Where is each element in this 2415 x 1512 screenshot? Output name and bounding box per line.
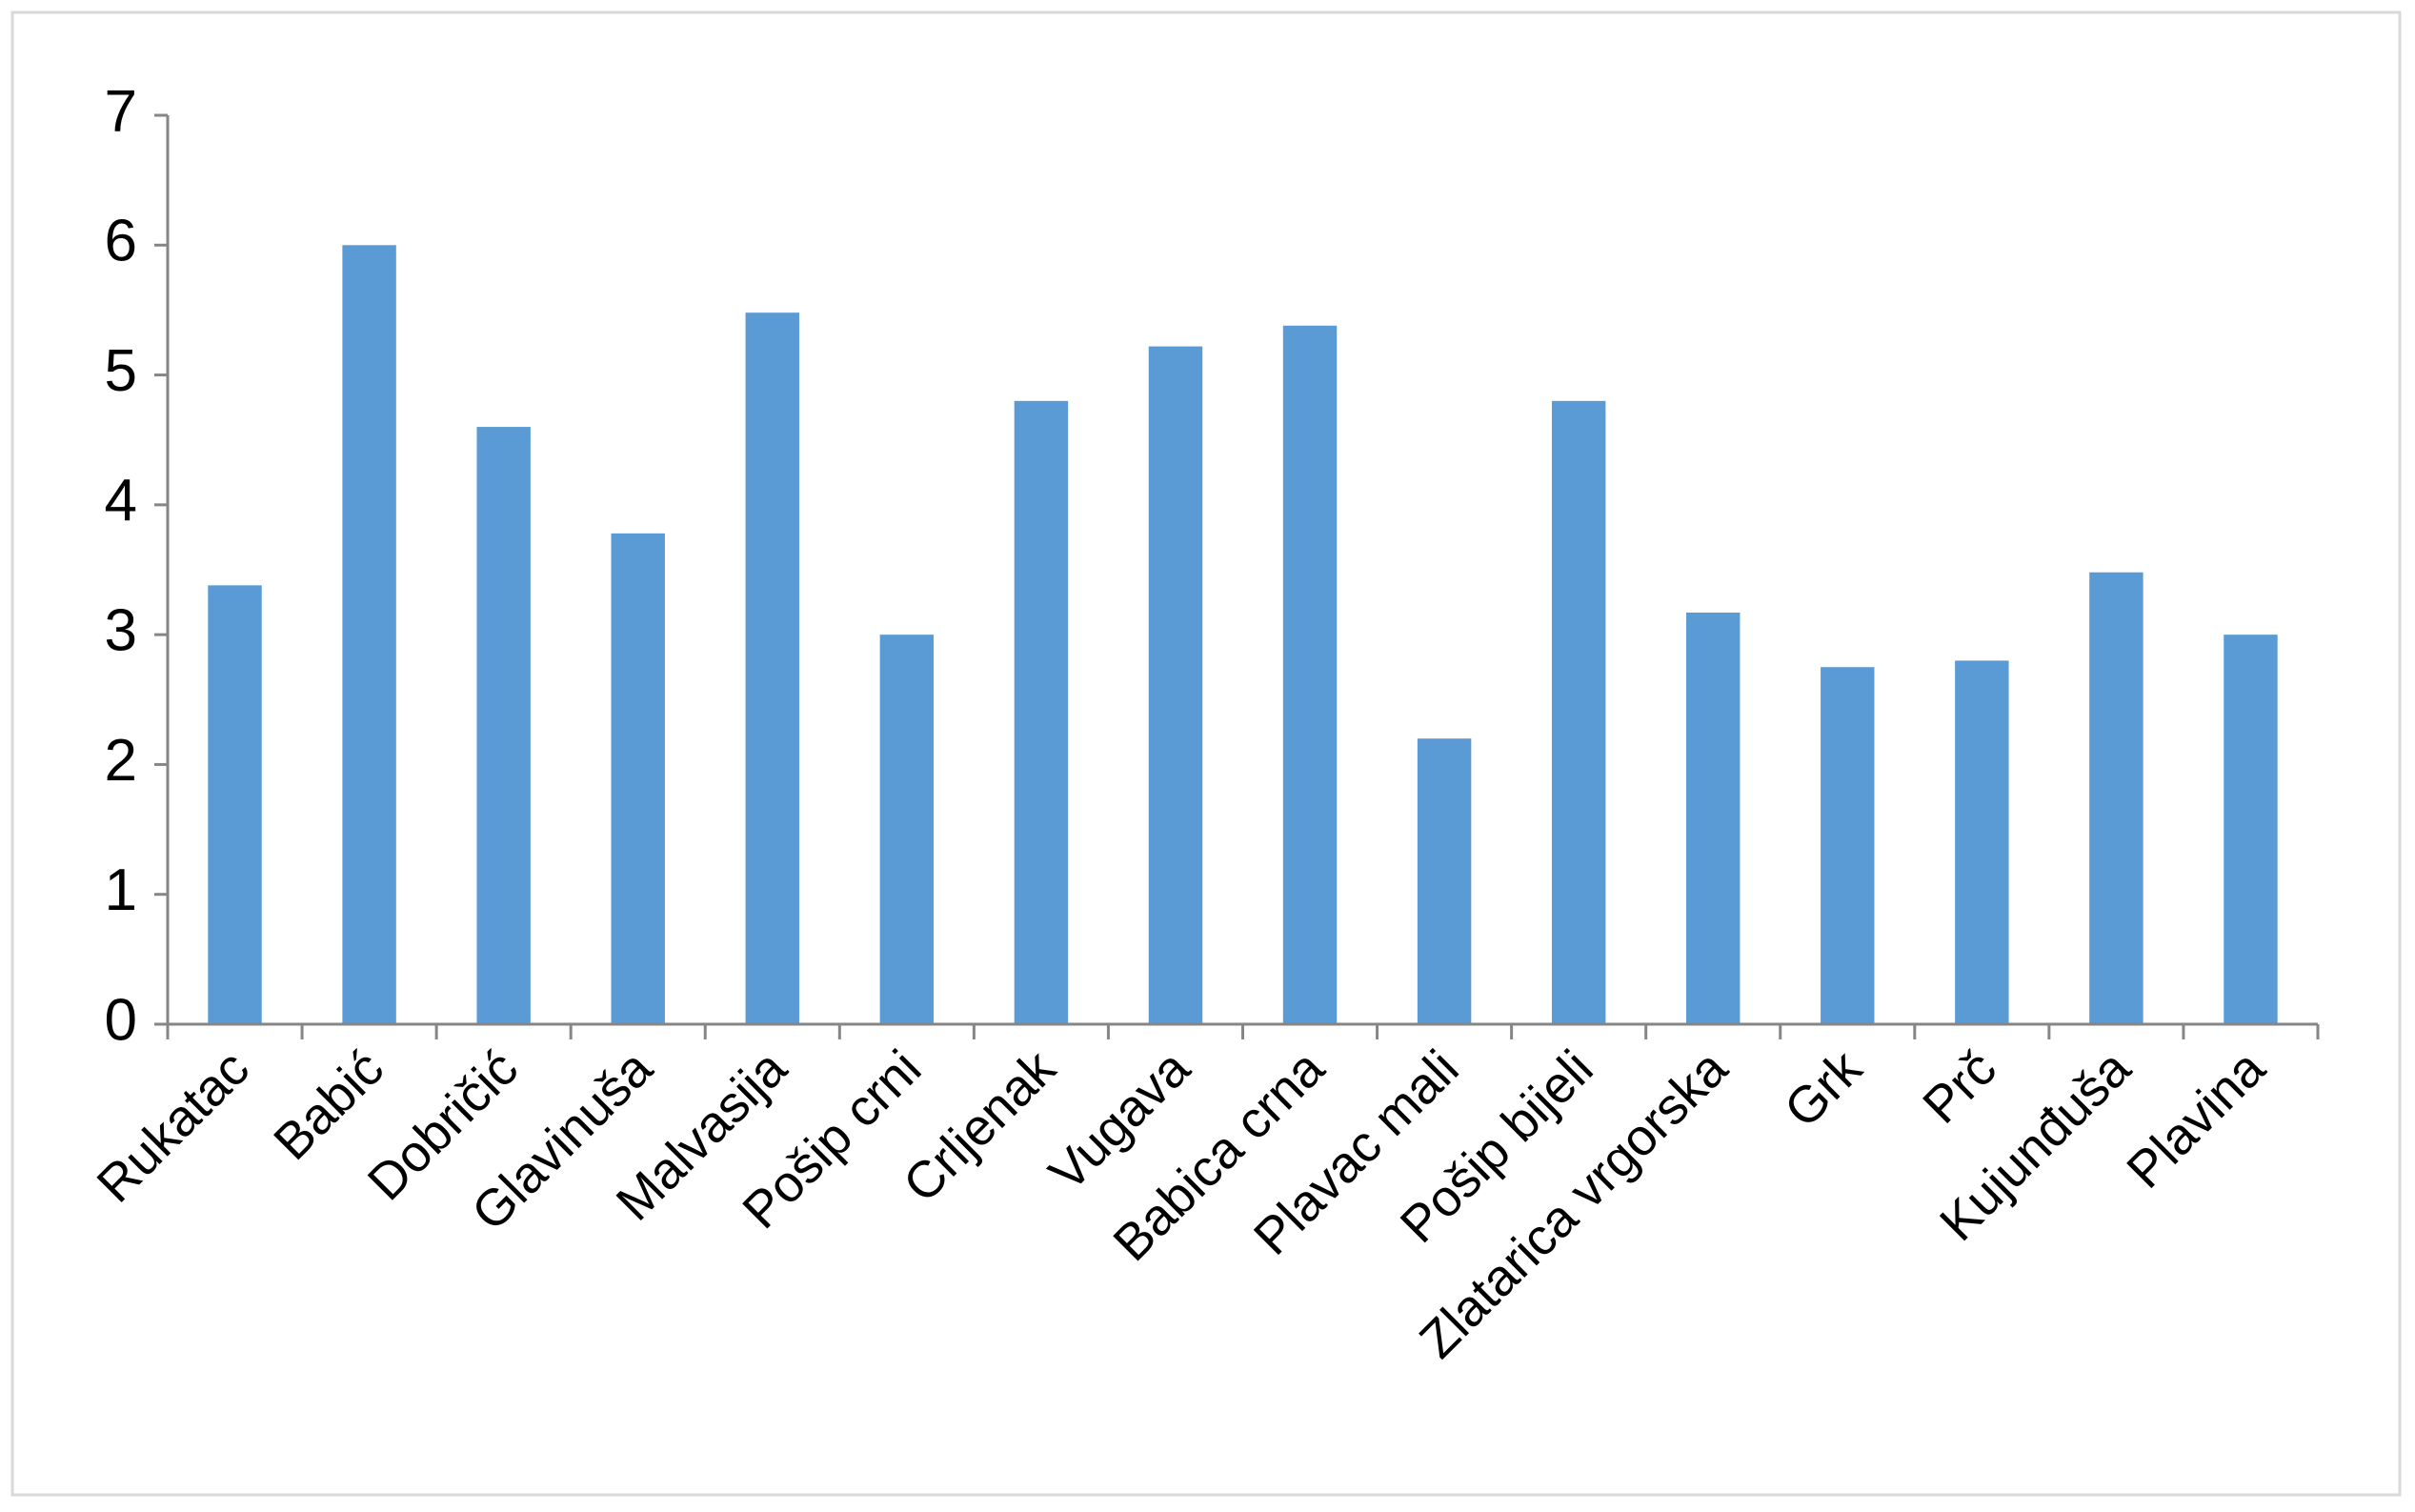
y-tick-label: 0 — [105, 987, 137, 1053]
y-tick-label: 1 — [105, 857, 137, 923]
y-tick-label: 2 — [105, 728, 137, 794]
bar — [1417, 738, 1472, 1024]
bar — [1686, 612, 1741, 1024]
bar — [1551, 400, 1606, 1024]
bar — [745, 312, 799, 1024]
bar — [342, 245, 396, 1024]
bar — [476, 427, 531, 1025]
bar — [1282, 325, 1338, 1025]
y-tick-label: 5 — [105, 338, 137, 404]
bar — [1148, 346, 1203, 1024]
bar — [2224, 635, 2278, 1024]
y-tick-label: 7 — [105, 78, 137, 144]
bar — [208, 585, 262, 1024]
bar — [1821, 667, 1875, 1024]
y-tick-label: 6 — [105, 209, 137, 274]
bar — [611, 533, 665, 1024]
bar — [1014, 400, 1069, 1024]
bar — [1955, 660, 2009, 1024]
bar — [2089, 572, 2143, 1024]
bar — [879, 635, 935, 1024]
y-tick-label: 4 — [105, 468, 137, 534]
y-tick-label: 3 — [105, 598, 137, 664]
